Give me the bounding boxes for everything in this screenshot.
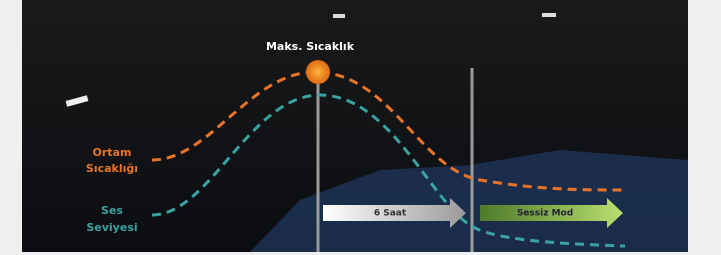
curve-label: Ses bbox=[101, 204, 123, 217]
curve-label: Sıcaklığı bbox=[86, 162, 138, 175]
curve-label: Ortam bbox=[93, 146, 132, 159]
light bbox=[333, 14, 345, 18]
diagram: Maks. Sıcaklık Ortam Sıcaklığı Ses Seviy… bbox=[0, 0, 721, 255]
arrow-label: 6 Saat bbox=[374, 209, 407, 219]
peak-label: Maks. Sıcaklık bbox=[266, 40, 355, 53]
curve-label: Seviyesi bbox=[86, 221, 137, 234]
arrow-label: Sessiz Mod bbox=[517, 209, 573, 219]
peak-marker bbox=[306, 60, 330, 84]
light bbox=[542, 13, 556, 17]
